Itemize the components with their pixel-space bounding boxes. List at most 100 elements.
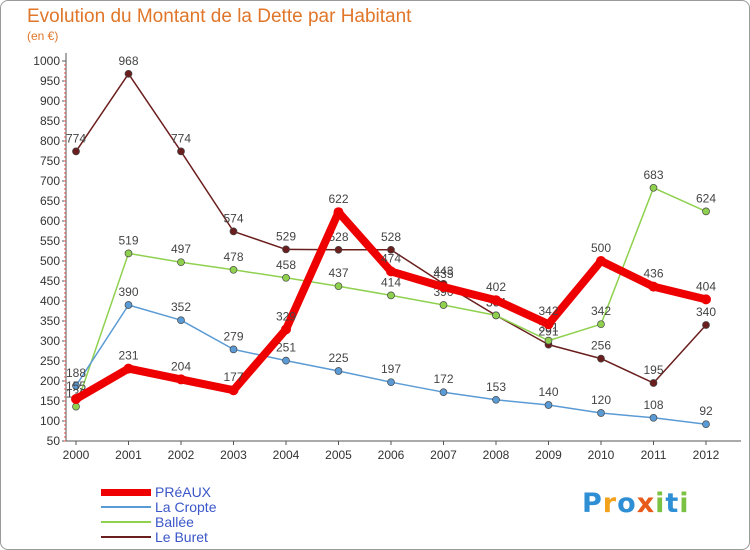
data-point	[649, 413, 658, 422]
y-tick-label: 350	[40, 314, 60, 328]
data-point	[544, 336, 553, 345]
data-label: 478	[223, 250, 243, 264]
data-label: 120	[591, 393, 611, 407]
data-point	[177, 147, 185, 156]
data-label: 622	[328, 192, 348, 206]
data-point	[281, 324, 291, 335]
data-label: 436	[643, 267, 663, 281]
y-tick-label: 700	[40, 174, 60, 188]
data-label: 683	[643, 168, 663, 182]
data-point	[492, 311, 500, 320]
data-point	[702, 420, 710, 429]
data-label: 92	[699, 404, 713, 418]
data-point	[701, 294, 711, 305]
x-tick-label: 2001	[115, 448, 142, 462]
data-label: 968	[118, 54, 138, 68]
logo-letter: r	[602, 488, 618, 519]
logo-letter: t	[665, 488, 680, 519]
chart-legend: PRéAUX La Cropte Ballée Le Buret	[101, 485, 301, 545]
y-tick-label: 600	[40, 214, 60, 228]
data-label: 500	[591, 241, 611, 255]
data-label: 529	[276, 229, 296, 243]
data-point	[229, 345, 238, 354]
x-tick-label: 2011	[641, 448, 667, 462]
x-tick-label: 2005	[325, 448, 352, 462]
series-line	[75, 73, 707, 384]
data-label: 197	[381, 362, 401, 376]
y-tick-label: 100	[40, 414, 60, 428]
y-tick-label: 400	[40, 294, 60, 308]
data-point	[229, 227, 238, 236]
data-point	[334, 245, 343, 254]
data-label: 155	[66, 379, 86, 393]
y-tick-label: 450	[40, 274, 60, 288]
y-tick-label: 200	[40, 374, 60, 388]
data-point	[492, 395, 500, 404]
chart-title: Evolution du Montant de la Dette par Hab…	[27, 6, 412, 27]
legend-swatch	[101, 521, 151, 523]
data-label: 474	[381, 251, 401, 265]
logo-letter: P	[582, 488, 603, 519]
data-point	[124, 249, 133, 258]
data-label: 352	[171, 300, 191, 314]
data-label: 340	[696, 305, 716, 319]
data-point	[387, 245, 395, 254]
data-point	[282, 245, 290, 254]
y-tick-label: 900	[40, 94, 60, 108]
data-label: 140	[538, 385, 558, 399]
data-label: 414	[381, 275, 401, 289]
data-point	[544, 401, 553, 409]
y-tick-label: 800	[40, 134, 60, 148]
data-point	[282, 356, 290, 365]
data-label: 204	[171, 359, 191, 373]
data-label: 528	[381, 230, 401, 244]
legend-label: Ballée	[155, 514, 194, 530]
data-point	[123, 363, 134, 374]
data-point	[228, 385, 239, 396]
data-label: 153	[486, 380, 506, 394]
y-tick-label: 950	[40, 74, 60, 88]
data-point	[438, 282, 449, 292]
legend-swatch	[101, 536, 151, 538]
data-label: 458	[276, 258, 296, 272]
x-tick-label: 2000	[63, 448, 90, 462]
data-point	[177, 316, 185, 325]
data-label: 390	[118, 285, 138, 299]
data-label: 231	[118, 349, 138, 363]
y-tick-label: 250	[40, 354, 60, 368]
data-label: 256	[591, 339, 611, 353]
data-point	[387, 378, 395, 387]
data-label: 435	[433, 267, 453, 281]
data-point	[649, 183, 658, 192]
data-label: 225	[328, 351, 348, 365]
logo-letter: i	[679, 488, 690, 519]
data-point	[387, 291, 395, 300]
y-tick-label: 500	[40, 254, 60, 268]
data-point	[71, 394, 81, 404]
data-label: 188	[66, 366, 86, 380]
data-point	[386, 266, 396, 277]
x-tick-label: 2003	[220, 448, 247, 462]
data-point	[702, 207, 710, 216]
data-label: 774	[66, 131, 86, 145]
data-point	[72, 402, 80, 411]
logo-letter: x	[636, 488, 656, 519]
proxiti-logo: Proxiti	[582, 488, 690, 519]
data-label: 404	[696, 279, 716, 293]
data-point	[543, 319, 554, 330]
data-point	[597, 320, 605, 329]
data-point	[491, 295, 501, 306]
legend-label: Le Buret	[155, 529, 208, 545]
x-tick-label: 2006	[378, 448, 405, 462]
data-point	[596, 256, 606, 266]
data-label: 279	[223, 329, 243, 343]
legend-item: Ballée	[101, 515, 301, 530]
data-point	[439, 388, 448, 397]
data-label: 177	[223, 370, 243, 384]
legend-item: PRéAUX	[101, 485, 301, 500]
data-point	[334, 367, 343, 375]
data-point	[597, 354, 605, 363]
x-tick-label: 2004	[273, 448, 300, 462]
